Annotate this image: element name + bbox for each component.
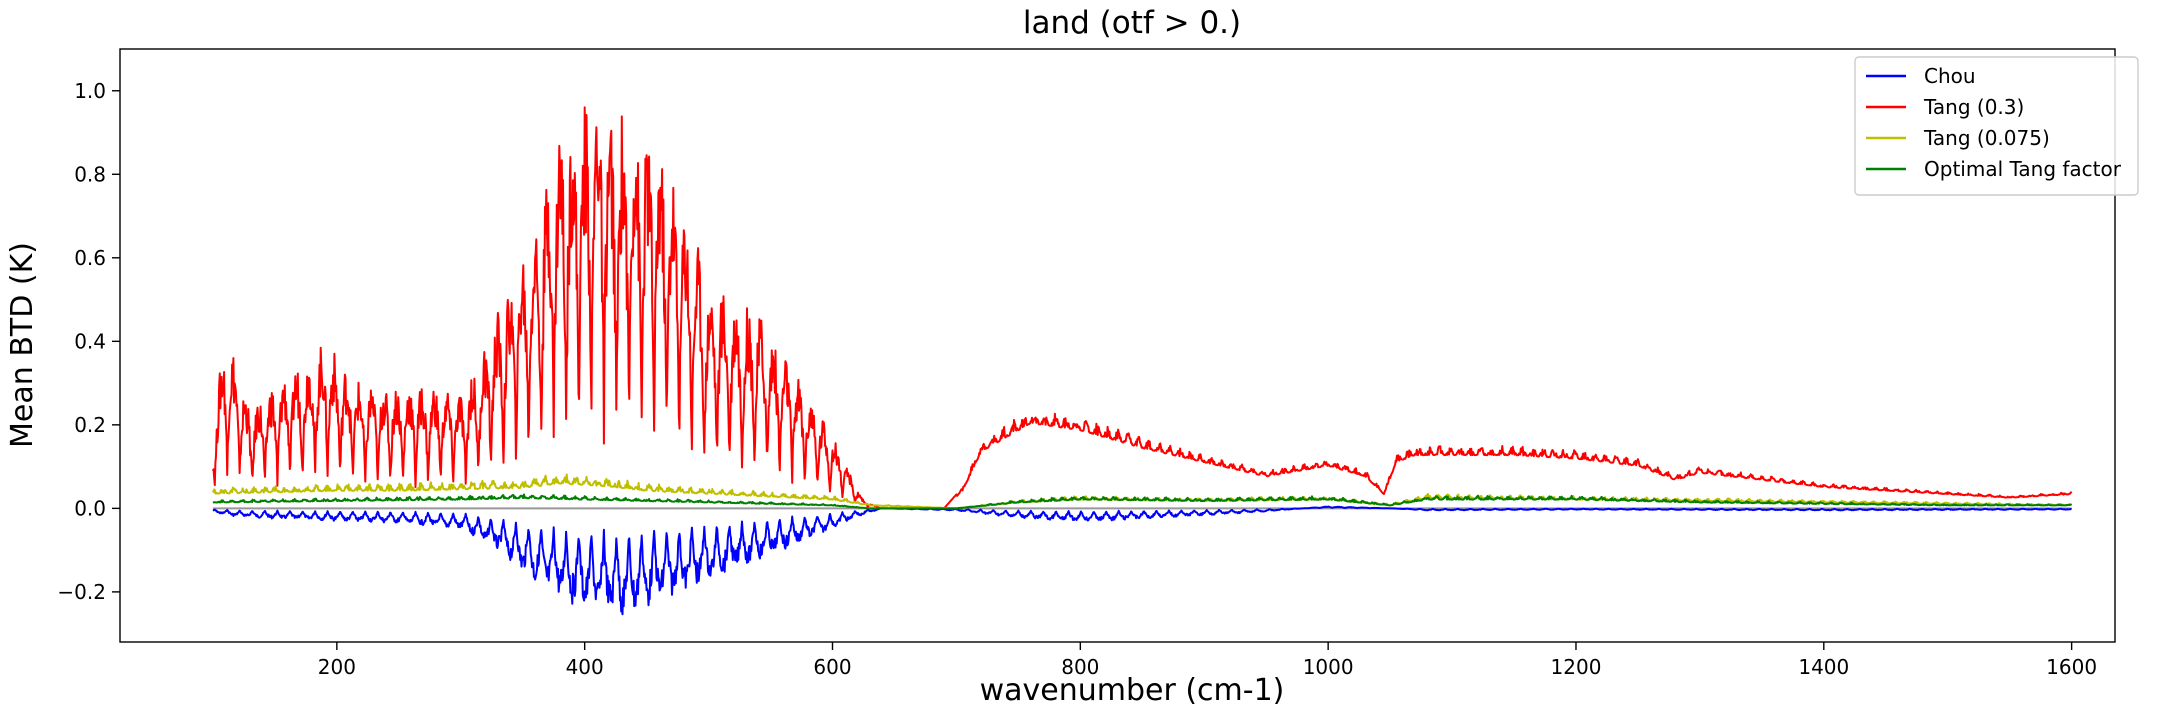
legend-box [1854,56,2139,196]
y-tick-label: 1.0 [74,79,106,103]
y-tick-label: 0.0 [74,496,106,520]
series-line-chou [212,505,2072,616]
x-tick-label: 200 [318,655,356,679]
x-tick-label: 1400 [1798,655,1849,679]
chart-title: land (otf > 0.) [1023,5,1241,41]
plot-frame [119,48,2116,643]
y-tick-label: 0.2 [74,413,106,437]
x-axis-label: wavenumber (cm-1) [980,673,1285,708]
series-line-optimal-tang-factor [212,493,2073,510]
legend: Chou Tang (0.3) Tang (0.075) Optimal Tang f… [1854,56,2139,196]
y-axis: −0.2 0.0 0.2 0.4 0.6 0.8 1.0 [57,79,120,604]
y-tick-label: 0.4 [74,329,106,353]
x-tick-label: 400 [566,655,604,679]
series-line-tang-0-3 [211,106,2073,510]
y-tick-label: 0.6 [74,246,106,270]
y-tick-label: 0.8 [74,162,106,186]
x-tick-label: 800 [1061,655,1099,679]
y-tick-label: −0.2 [57,580,106,604]
series-layer [211,106,2073,616]
x-tick-label: 1200 [1551,655,1602,679]
x-axis: 200 400 600 800 1000 1200 1400 1600 [318,642,2097,679]
legend-label: Optimal Tang factor [1924,157,2122,181]
x-tick-label: 1000 [1303,655,1354,679]
legend-label: Tang (0.3) [1923,95,2024,119]
legend-label: Tang (0.075) [1923,126,2050,150]
x-tick-label: 1600 [2046,655,2097,679]
x-tick-label: 600 [813,655,851,679]
legend-label: Chou [1924,64,1976,88]
y-axis-label: Mean BTD (K) [5,242,40,448]
